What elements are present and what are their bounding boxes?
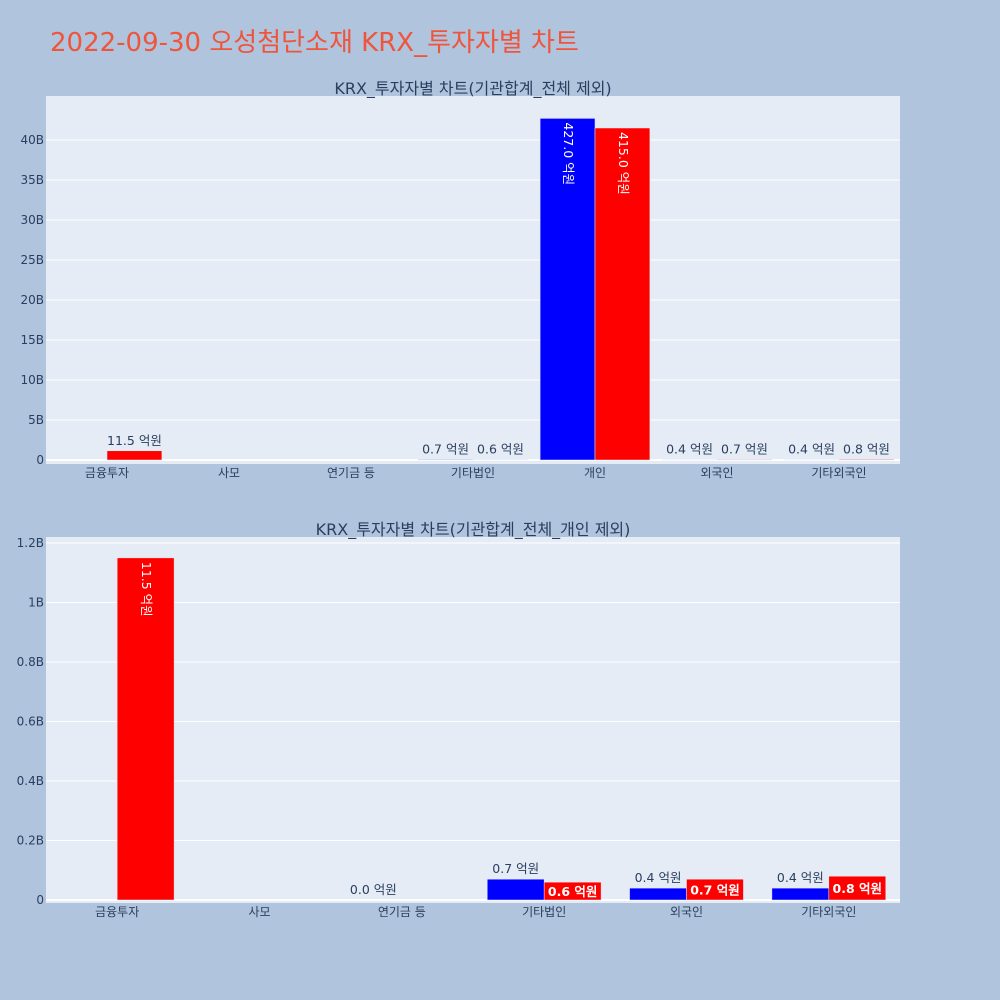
- bar-buy: [486, 878, 545, 901]
- data-label: 0.4 억원: [666, 442, 713, 457]
- x-tick-label: 외국인: [670, 905, 703, 919]
- x-tick-label: 기타외국인: [811, 466, 866, 480]
- y-tick-label: 20B: [20, 293, 44, 307]
- data-label: 0.4 억원: [788, 442, 835, 457]
- data-label: 11.5 억원: [107, 433, 162, 448]
- x-tick-label: 사모: [218, 466, 240, 480]
- y-tick-label: 30B: [20, 213, 44, 227]
- data-label: 0.8 억원: [833, 881, 883, 896]
- bar-buy: [629, 887, 687, 901]
- y-tick-label: 1B: [28, 596, 44, 610]
- bar-buy: [771, 887, 830, 901]
- x-tick-label: 금융투자: [95, 905, 139, 919]
- y-tick-label: 0: [36, 893, 44, 907]
- data-label: 0.7 억원: [422, 441, 469, 456]
- y-tick-label: 0: [36, 453, 44, 467]
- data-label: 0.4 억원: [777, 870, 824, 885]
- x-tick-label: 기타법인: [522, 905, 566, 919]
- page-title: 2022-09-30 오성첨단소재 KRX_투자자별 차트: [50, 28, 579, 58]
- y-tick-label: 1.2B: [17, 536, 44, 550]
- x-tick-label: 연기금 등: [327, 466, 375, 480]
- bar-sell: [686, 878, 744, 901]
- bar-sell: [716, 459, 773, 461]
- plot-area-1: [46, 96, 900, 464]
- bar-buy: [539, 118, 596, 461]
- bar-sell: [106, 450, 163, 461]
- x-tick-label: 사모: [248, 905, 270, 919]
- y-tick-label: 5B: [28, 413, 44, 427]
- y-tick-label: 35B: [20, 173, 44, 187]
- data-label: 0.0 억원: [350, 882, 397, 897]
- plot-area-2: [46, 537, 900, 903]
- data-label: 427.0 억원: [561, 122, 576, 185]
- bar-buy: [417, 459, 474, 461]
- data-label: 0.8 억원: [843, 441, 890, 456]
- data-label: 0.6 억원: [548, 884, 598, 899]
- y-tick-label: 0.4B: [17, 774, 44, 788]
- x-tick-label: 기타법인: [451, 466, 495, 480]
- bar-sell: [543, 881, 602, 901]
- data-label: 0.4 억원: [635, 870, 682, 885]
- bar-sell: [838, 459, 895, 461]
- x-tick-label: 연기금 등: [378, 905, 426, 919]
- y-tick-label: 10B: [20, 373, 44, 387]
- data-label: 415.0 억원: [616, 132, 631, 195]
- x-tick-label: 금융투자: [85, 466, 129, 480]
- data-label: 0.6 억원: [477, 442, 524, 457]
- bar-sell: [594, 127, 651, 461]
- x-tick-label: 개인: [584, 466, 606, 480]
- x-tick-label: 외국인: [700, 466, 733, 480]
- data-label: 0.7 억원: [690, 883, 740, 898]
- y-tick-label: 0.2B: [17, 834, 44, 848]
- y-tick-label: 25B: [20, 253, 44, 267]
- y-tick-label: 40B: [20, 133, 44, 147]
- data-label: 11.5 억원: [139, 562, 154, 617]
- chart-title-1: KRX_투자자별 차트(기관합계_전체 제외): [334, 79, 611, 99]
- data-label: 0.7 억원: [492, 861, 539, 876]
- y-tick-label: 0.6B: [17, 715, 44, 729]
- y-tick-label: 0.8B: [17, 655, 44, 669]
- chart-title-2: KRX_투자자별 차트(기관합계_전체_개인 제외): [316, 520, 631, 540]
- x-tick-label: 기타외국인: [801, 905, 856, 919]
- bar-sell: [116, 557, 175, 901]
- data-label: 0.7 억원: [721, 441, 768, 456]
- y-tick-label: 15B: [20, 333, 44, 347]
- bar-sell: [828, 875, 887, 901]
